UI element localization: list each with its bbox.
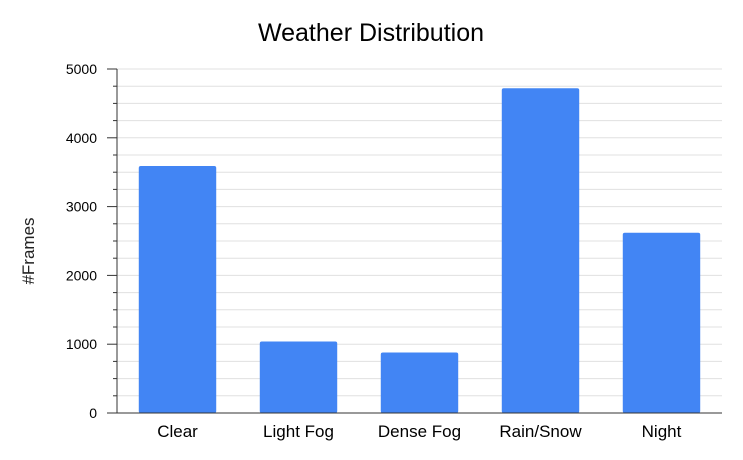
y-tick-label: 1000 <box>66 336 97 352</box>
x-tick-label: Light Fog <box>263 422 334 441</box>
y-tick-label: 4000 <box>66 130 97 146</box>
bar-clear <box>138 166 217 413</box>
bar-night <box>622 232 701 413</box>
x-tick-label: Night <box>642 422 682 441</box>
bar-light-fog <box>259 341 338 413</box>
y-tick-label: 2000 <box>66 267 97 283</box>
bar-rain-snow <box>501 88 580 413</box>
x-tick-label: Dense Fog <box>378 422 461 441</box>
bars <box>138 88 701 413</box>
x-tick-label: Clear <box>157 422 198 441</box>
y-axis-label: #Frames <box>19 217 38 284</box>
axes <box>107 68 722 414</box>
y-tick-label: 5000 <box>66 61 97 77</box>
bar-dense-fog <box>380 352 459 413</box>
chart-title: Weather Distribution <box>258 19 484 47</box>
y-tick-label: 3000 <box>66 199 97 215</box>
x-tick-label: Rain/Snow <box>499 422 582 441</box>
tick-labels: Clear Light Fog Dense Fog Rain/Snow Night 0 10… <box>66 61 682 441</box>
gridlines <box>117 68 722 397</box>
y-tick-label: 0 <box>89 405 97 421</box>
